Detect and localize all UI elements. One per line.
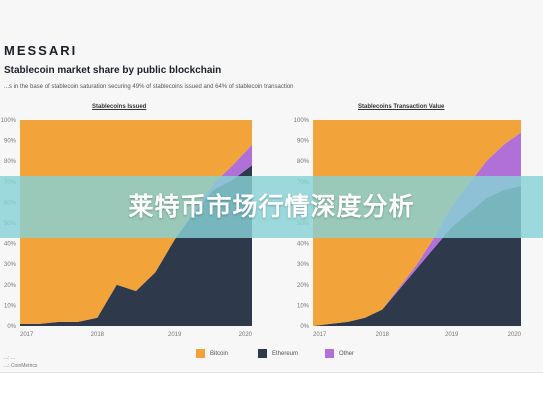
area-series-ethereum [20, 165, 252, 326]
x-tick-label: 2017 [313, 332, 327, 338]
headline-banner [0, 176, 543, 238]
x-tick-label: 2017 [20, 332, 34, 338]
y-tick-label: 20% [297, 283, 310, 289]
x-tick-label: 2019 [445, 332, 459, 338]
x-tick-label: 2018 [376, 332, 390, 338]
y-tick-label: 90% [4, 139, 17, 145]
legend-item-bitcoin: Bitcoin [196, 349, 228, 358]
source-note: ...: ... ...: CoinMetrics [4, 355, 38, 369]
x-tick-label: 2020 [239, 332, 253, 338]
x-tick-label: 2018 [91, 332, 105, 338]
y-tick-label: 30% [4, 262, 17, 268]
legend-label-other: Other [339, 350, 355, 357]
y-tick-label: 40% [297, 242, 310, 248]
legend-item-other: Other [325, 349, 354, 358]
x-tick-label: 2019 [168, 332, 182, 338]
x-tick-label: 2020 [508, 332, 522, 338]
y-tick-label: 80% [297, 159, 310, 165]
headline-text: 莱特币市场行情深度分析 [128, 192, 415, 221]
y-tick-label: 0% [300, 324, 309, 330]
y-tick-label: 10% [4, 303, 17, 309]
y-tick-label: 100% [294, 118, 310, 124]
figure-title: Stablecoin market share by public blockc… [4, 65, 222, 76]
legend-label-bitcoin: Bitcoin [210, 350, 229, 357]
y-tick-label: 40% [4, 242, 17, 248]
legend-swatch-other [325, 349, 334, 358]
y-tick-label: 80% [4, 159, 17, 165]
legend-item-ethereum: Ethereum [258, 349, 298, 358]
y-tick-label: 20% [4, 283, 17, 289]
left-chart-title: Stablecoins Issued [92, 104, 147, 110]
brand-logo: MESSARI [4, 43, 78, 58]
legend: Bitcoin Ethereum Other [0, 349, 543, 363]
legend-swatch-bitcoin [196, 349, 205, 358]
legend-label-ethereum: Ethereum [272, 350, 299, 357]
right-chart-title: Stablecoins Transaction Value [358, 104, 445, 110]
y-tick-label: 30% [297, 262, 310, 268]
area-series-other [313, 132, 521, 326]
y-tick-label: 100% [1, 118, 17, 124]
legend-swatch-ethereum [258, 349, 267, 358]
figure-subtitle: ...s in the base of stablecoin saturatio… [4, 84, 294, 90]
y-tick-label: 90% [297, 139, 310, 145]
y-tick-label: 0% [7, 324, 16, 330]
y-tick-label: 10% [297, 303, 310, 309]
